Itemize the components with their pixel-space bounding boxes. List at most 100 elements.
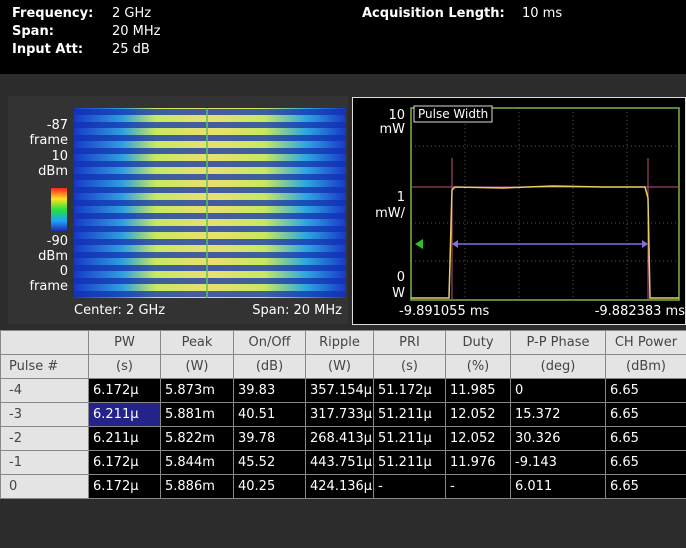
data-cell: 45.52 [233,450,306,475]
scale-label: frame [29,133,68,148]
scale-label: 10 [51,149,68,164]
column-header: P-P Phase [510,330,606,355]
data-cell: 317.733μ [305,402,374,427]
data-cell: 39.83 [233,378,306,403]
span-label: Span: 20 MHz [252,303,342,318]
value: 10 ms [522,6,563,21]
header-panel: Frequency: 2 GHz Span: 20 MHz Input Att:… [0,0,686,74]
column-header: CH Power [605,330,686,355]
plot-title: Pulse Width [418,107,489,121]
pulse-plot [410,105,680,301]
column-header: PRI [373,330,446,355]
scale-label: dBm [38,249,68,264]
pulse-index: 0 [0,474,89,499]
scale-label: dBm [38,164,68,179]
data-cell: 6.211μ [88,402,161,427]
data-cell: 30.326 [510,426,606,451]
data-cell: 12.052 [445,426,511,451]
data-cell: 5.822m [160,426,234,451]
column-unit: (s) [373,354,446,379]
value: 25 dB [112,42,150,57]
pulse-index: -3 [0,402,89,427]
pulse-index: -4 [0,378,89,403]
data-cell: 6.011 [510,474,606,499]
data-cell: 0 [510,378,606,403]
column-header: Duty [445,330,511,355]
data-cell: 5.881m [160,402,234,427]
column-unit: (dBm) [605,354,686,379]
data-cell: 424.136μ [305,474,374,499]
spectrogram [51,108,346,298]
pulse-index: -1 [0,450,89,475]
data-cell: - [445,474,511,499]
data-cell: 11.985 [445,378,511,403]
data-cell: 51.211μ [373,402,446,427]
table-row: -1 6.172μ 5.844m 45.52 443.751μ 51.211μ 11.976… [0,450,686,475]
results-table: PW Peak On/Off Ripple PRI Duty P-P Phase CH Pow… [0,330,686,499]
column-header: On/Off [233,330,306,355]
data-cell: 5.844m [160,450,234,475]
column-unit: (W) [160,354,234,379]
data-cell: 11.976 [445,450,511,475]
column-unit: (deg) [510,354,606,379]
column-header: PW [88,330,161,355]
data-cell: 6.172μ [88,378,161,403]
label: Input Att: [12,42,84,57]
pulse-index: -2 [0,426,89,451]
column-header: Ripple [305,330,374,355]
data-cell: 40.25 [233,474,306,499]
y-label: mW/ [375,206,405,221]
y-label: 1 [396,190,405,205]
label: Acquisition Length: [362,6,505,21]
column-unit: (dB) [233,354,306,379]
table-row: Pulse # (s) (W) (dB) (W) (s) (%) (deg) (dBm) [0,354,686,379]
data-cell: 6.172μ [88,474,161,499]
y-label: 10 [388,108,405,123]
data-cell: - [373,474,446,499]
data-cell: -9.143 [510,450,606,475]
column-unit: (W) [305,354,374,379]
center-label: Center: 2 GHz [74,303,166,318]
data-cell: 268.413μ [305,426,374,451]
column-unit: Pulse # [0,354,89,379]
data-cell: 5.886m [160,474,234,499]
value: 20 MHz [112,24,161,39]
data-cell: 443.751μ [305,450,374,475]
data-cell: 6.65 [605,450,686,475]
data-cell: 15.372 [510,402,606,427]
y-label: W [392,286,405,301]
table-row: 0 6.172μ 5.886m 40.25 424.136μ - -6.011 6.65 [0,474,686,499]
table-row: -4 6.172μ 5.873m 39.83 357.154μ 51.172μ 11.985… [0,378,686,403]
data-cell: 39.78 [233,426,306,451]
scale-label: -90 [46,234,68,249]
y-label: mW [379,122,405,137]
label: Frequency: [12,6,94,21]
data-cell: 51.211μ [373,450,446,475]
data-cell: 6.211μ [88,426,161,451]
data-cell: 12.052 [445,402,511,427]
data-cell: 6.65 [605,378,686,403]
table-row: -3 6.211μ 5.881m 40.51 317.733μ 51.211μ 12.052… [0,402,686,427]
spectrogram-panel: -87 frame 10 dBm -90 dBm 0 frame Center:… [8,96,348,324]
table-row: -2 6.211μ 5.822m 39.78 268.413μ 51.211μ 12.052… [0,426,686,451]
scale-label: 0 [59,264,68,279]
scale-label: -87 [46,118,68,133]
data-cell: 6.65 [605,474,686,499]
column-header: Peak [160,330,234,355]
data-cell: 6.65 [605,402,686,427]
data-cell: 6.172μ [88,450,161,475]
label: Span: [12,24,54,39]
data-cell: 357.154μ [305,378,374,403]
scale-label: frame [29,279,68,294]
y-label: 0 [396,270,405,285]
table-row: PW Peak On/Off Ripple PRI Duty P-P Phase CH Pow… [0,330,686,355]
x-start-label: -9.891055 ms [399,304,490,319]
data-cell: 51.211μ [373,426,446,451]
value: 2 GHz [112,6,152,21]
data-cell: 40.51 [233,402,306,427]
data-cell: 6.65 [605,426,686,451]
pulse-plot-panel: Pulse Width 10 mW 1 mW/ 0 W -9.891055 ms… [352,97,686,325]
